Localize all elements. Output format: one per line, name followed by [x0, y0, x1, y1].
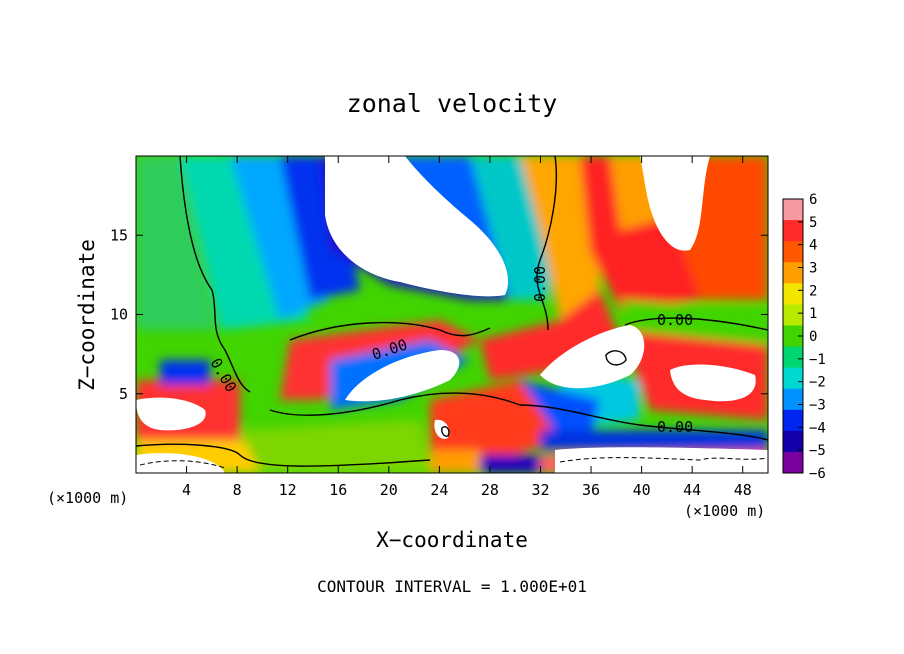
negative-contours	[139, 457, 768, 469]
contour-interval-note: CONTOUR INTERVAL = 1.000E+01	[317, 577, 587, 596]
colorbar-tick-label: 1	[809, 306, 817, 322]
colorbar-swatch	[783, 409, 803, 432]
colorbar-swatch	[783, 325, 803, 348]
contour-label: 0.00	[657, 311, 693, 329]
x-axis-label: X−coordinate	[376, 528, 528, 552]
colorbar-tick-label: −1	[809, 352, 826, 368]
x-tick-label: 36	[582, 481, 600, 499]
velocity-field: 0.00 0.00 0.00 0.00 0.00	[136, 156, 768, 473]
x-tick-label: 28	[481, 481, 499, 499]
colorbar-tick-label: 6	[809, 192, 817, 208]
contour-label: 0.00	[531, 266, 549, 302]
colorbar-tick-label: −3	[809, 398, 826, 414]
y-tick-label: 10	[110, 306, 128, 324]
x-unit-label: (×1000 m)	[684, 502, 765, 520]
colorbar-tick-label: −6	[809, 466, 826, 482]
colorbar-tick-label: 2	[809, 283, 817, 299]
colorbar-tick-label: 3	[809, 261, 817, 277]
colorbar-swatch	[783, 262, 803, 284]
colorbar-tick-label: −5	[809, 443, 826, 459]
x-axis: 4 8 12 16 20 24 28 32 36 40 44 48	[182, 156, 752, 499]
z-unit-label: (×1000 m)	[47, 489, 128, 507]
colorbar-swatch	[783, 367, 803, 390]
colorbar-tick-label: 4	[809, 238, 817, 254]
colorbar-swatch	[783, 220, 803, 242]
colorbar-tick-label: −4	[809, 420, 826, 436]
x-tick-label: 4	[182, 481, 191, 499]
y-axis-label: Z−coordinate	[75, 239, 99, 391]
colorbar: 6 5 4 3 2 1 0 −1 −2 −3 −4 −5 −6	[782, 192, 826, 482]
y-tick-label: 5	[119, 385, 128, 403]
x-tick-label: 20	[380, 481, 398, 499]
x-tick-label: 24	[430, 481, 448, 499]
chart-title: zonal velocity	[347, 89, 558, 118]
saturated-regions	[136, 156, 768, 473]
colorbar-swatch	[783, 199, 803, 221]
zero-contours	[136, 156, 768, 467]
x-tick-label: 40	[633, 481, 651, 499]
colorbar-tick-label: 5	[809, 215, 817, 231]
colorbar-swatch	[783, 283, 803, 305]
x-tick-label: 32	[531, 481, 549, 499]
colorbar-swatch	[783, 430, 803, 453]
colorbar-tick-label: 0	[809, 329, 817, 345]
y-axis: 5 10 15	[110, 226, 768, 403]
colorbar-swatch	[783, 451, 803, 474]
colorbar-swatch	[783, 388, 803, 411]
colorbar-swatch	[783, 241, 803, 263]
x-tick-label: 8	[233, 481, 242, 499]
contour-label: 0.00	[657, 418, 693, 436]
x-tick-label: 12	[279, 481, 297, 499]
y-tick-label: 15	[110, 226, 128, 244]
x-tick-label: 48	[734, 481, 752, 499]
colorbar-swatch	[783, 304, 803, 326]
x-tick-label: 16	[329, 481, 347, 499]
colorbar-swatch	[783, 346, 803, 369]
x-tick-label: 44	[683, 481, 701, 499]
colorbar-tick-label: −2	[809, 375, 826, 391]
